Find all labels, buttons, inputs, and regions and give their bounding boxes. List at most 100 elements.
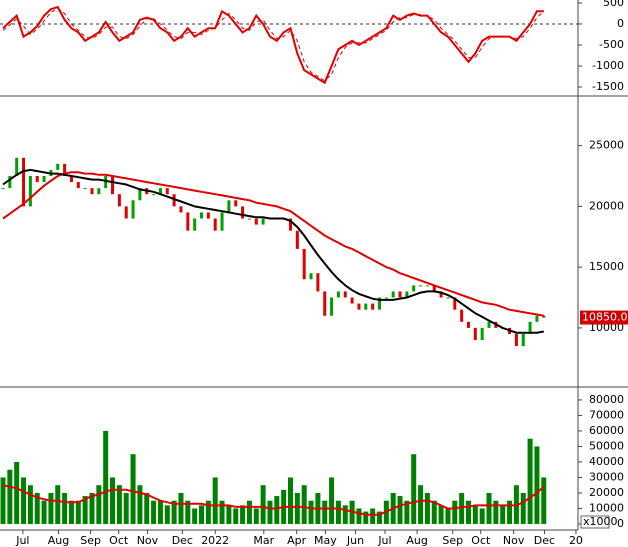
volume-bar: [438, 505, 444, 524]
candle: [391, 291, 395, 298]
volume-bar: [144, 492, 150, 524]
y-tick-label: 0: [617, 517, 624, 530]
candle: [1, 188, 5, 190]
x-tick-label: Jun: [346, 534, 364, 547]
x-tick-label: Jul: [377, 534, 391, 547]
volume-bar: [240, 505, 246, 524]
volume-bar: [103, 430, 109, 524]
candle: [302, 248, 306, 280]
candle: [111, 175, 115, 195]
volume-bar: [171, 500, 177, 524]
y-tick-label: 0: [617, 17, 624, 30]
volume-bar: [14, 461, 20, 524]
volume-bar: [164, 505, 170, 524]
volume-bar: [335, 500, 341, 524]
volume-bar: [27, 485, 33, 524]
y-tick-label: -1500: [592, 80, 624, 93]
candle: [419, 285, 423, 287]
volume-bar: [274, 496, 280, 524]
x-tick-label: Sep: [442, 534, 463, 547]
volume-bar: [493, 500, 499, 524]
candle: [152, 194, 156, 196]
y-tick-label: -1000: [592, 59, 624, 72]
candle: [405, 291, 409, 298]
y-tick-label: 80000: [589, 393, 624, 406]
volume-bar: [130, 454, 136, 524]
candle: [473, 327, 477, 341]
volume-bar: [199, 505, 205, 524]
candle: [323, 291, 327, 316]
volume-bar: [479, 508, 485, 524]
volume-bar: [205, 500, 211, 524]
volume-bar: [226, 505, 232, 524]
volume-bar: [520, 492, 526, 524]
candle: [104, 175, 108, 189]
volume-bar: [431, 500, 437, 524]
candle: [398, 291, 402, 298]
volume-bar: [185, 500, 191, 524]
volume-bar: [246, 500, 252, 524]
x-tick-label: Oct: [471, 534, 491, 547]
candle: [83, 188, 87, 190]
volume-bar: [192, 508, 198, 524]
volume-bar: [363, 511, 369, 524]
line-series: [2, 7, 545, 82]
volume-bar: [322, 500, 328, 524]
candle: [453, 297, 457, 310]
candle: [412, 285, 416, 292]
y-tick-label: 25000: [589, 139, 624, 152]
x-tick-label: 2022: [201, 534, 229, 547]
volume-bar: [137, 485, 143, 524]
x-tick-label: Mar: [253, 534, 274, 547]
volume-bar: [55, 485, 61, 524]
y-tick-label: 15000: [589, 260, 624, 273]
volume-bar: [157, 500, 163, 524]
candle: [514, 333, 518, 347]
volume-bar: [404, 500, 410, 524]
y-tick-label: 60000: [589, 424, 624, 437]
candle: [186, 212, 190, 231]
volume-bar: [500, 505, 506, 524]
candle: [172, 194, 176, 207]
candle: [466, 321, 470, 328]
candle: [350, 297, 354, 304]
volume-bar: [212, 477, 218, 524]
candle: [377, 297, 381, 310]
volume-bar: [21, 477, 27, 524]
candle: [446, 297, 450, 299]
volume-bar: [397, 496, 403, 524]
volume-bar: [370, 508, 376, 524]
candle: [528, 321, 532, 334]
candle: [56, 163, 60, 170]
x-tick-label: Nov: [137, 534, 159, 547]
line-series: [2, 484, 545, 516]
candle: [179, 206, 183, 213]
candle: [63, 163, 67, 176]
y-tick-label: -500: [599, 38, 624, 51]
candle: [535, 315, 539, 322]
volume-bar: [308, 500, 314, 524]
y-tick-label: 40000: [589, 455, 624, 468]
volume-bar: [507, 500, 513, 524]
last-price-box: [580, 310, 628, 325]
candle: [213, 218, 217, 231]
volume-bar: [0, 477, 6, 524]
volume-bar: [445, 508, 451, 524]
candle: [460, 309, 464, 322]
y-tick-label: 30000: [589, 470, 624, 483]
line-series: [2, 171, 544, 317]
volume-bar: [376, 511, 382, 524]
x-tick-label: Aug: [406, 534, 427, 547]
candle: [97, 188, 101, 195]
x-tick-label: Dec: [172, 534, 193, 547]
candle: [439, 291, 443, 298]
candle: [241, 206, 245, 219]
volume-bar: [151, 500, 157, 524]
x-tick-label: Apr: [287, 534, 307, 547]
x-tick-label: Sep: [80, 534, 101, 547]
volume-bar: [7, 469, 13, 524]
candle: [371, 303, 375, 310]
candle: [521, 333, 525, 347]
candle: [254, 218, 258, 225]
last-price-label: 10850.00: [582, 311, 628, 324]
